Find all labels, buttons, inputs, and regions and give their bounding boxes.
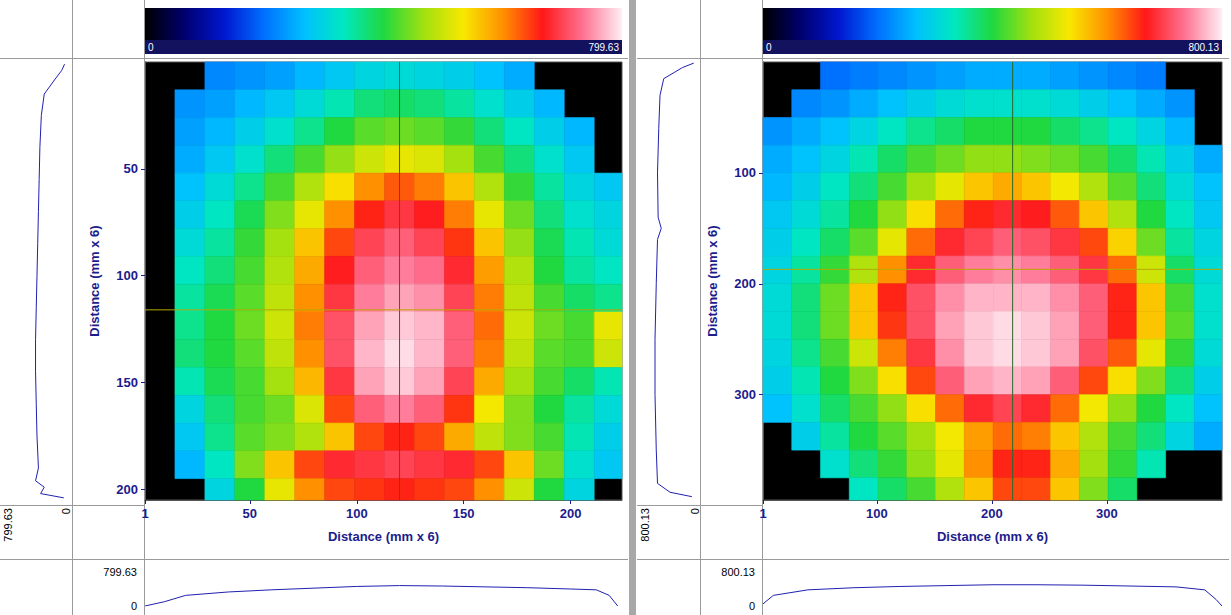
svg-text:1: 1 xyxy=(759,506,766,521)
svg-text:50: 50 xyxy=(124,161,138,176)
svg-text:800.13: 800.13 xyxy=(721,566,755,578)
svg-text:100: 100 xyxy=(734,165,756,180)
svg-text:0: 0 xyxy=(60,508,72,514)
svg-text:150: 150 xyxy=(116,375,138,390)
svg-text:799.63: 799.63 xyxy=(588,42,619,53)
svg-text:100: 100 xyxy=(346,506,368,521)
svg-text:Distance (mm x 6): Distance (mm x 6) xyxy=(87,225,102,336)
svg-text:Distance (mm x 6): Distance (mm x 6) xyxy=(705,225,720,336)
svg-text:Distance (mm x 6): Distance (mm x 6) xyxy=(937,529,1048,544)
svg-text:800.13: 800.13 xyxy=(639,508,651,542)
svg-text:0: 0 xyxy=(689,508,701,514)
svg-text:799.63: 799.63 xyxy=(103,566,137,578)
svg-text:300: 300 xyxy=(1096,506,1118,521)
svg-text:0: 0 xyxy=(749,600,755,612)
svg-text:50: 50 xyxy=(243,506,257,521)
svg-text:Distance (mm x 6): Distance (mm x 6) xyxy=(328,529,439,544)
svg-text:0: 0 xyxy=(766,42,772,53)
svg-text:300: 300 xyxy=(734,387,756,402)
svg-text:200: 200 xyxy=(981,506,1003,521)
svg-text:100: 100 xyxy=(866,506,888,521)
svg-text:100: 100 xyxy=(116,268,138,283)
svg-text:800.13: 800.13 xyxy=(1188,42,1219,53)
svg-text:150: 150 xyxy=(453,506,475,521)
svg-text:799.63: 799.63 xyxy=(2,508,14,542)
svg-text:200: 200 xyxy=(560,506,582,521)
svg-text:0: 0 xyxy=(148,42,154,53)
svg-text:1: 1 xyxy=(141,506,148,521)
svg-text:0: 0 xyxy=(131,600,137,612)
svg-text:200: 200 xyxy=(116,482,138,497)
svg-text:200: 200 xyxy=(734,276,756,291)
